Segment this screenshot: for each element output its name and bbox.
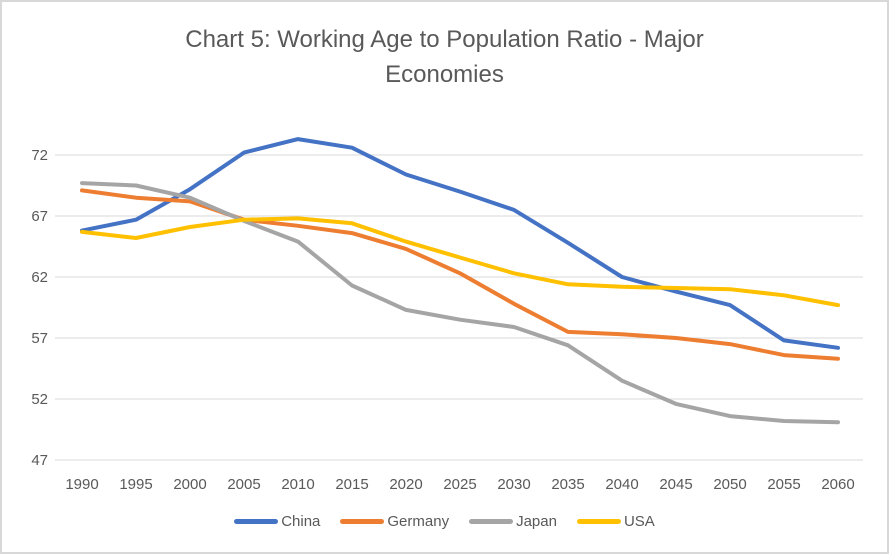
x-axis-label-2030: 2030 xyxy=(497,476,530,493)
x-axis-label-2020: 2020 xyxy=(389,476,422,493)
legend-swatch-china xyxy=(234,519,279,524)
y-axis-label-57: 57 xyxy=(31,330,48,347)
legend-item-usa: USA xyxy=(576,513,655,530)
series-line-usa xyxy=(80,216,840,308)
series-line-japan xyxy=(80,181,840,425)
x-axis-label-2055: 2055 xyxy=(767,476,800,493)
series-line-china xyxy=(80,137,840,350)
x-axis-label-1990: 1990 xyxy=(65,476,98,493)
x-axis-label-2035: 2035 xyxy=(551,476,584,493)
y-axis-label-67: 67 xyxy=(31,208,48,225)
legend-label-china: China xyxy=(281,513,321,530)
legend-label-germany: Germany xyxy=(387,513,450,530)
x-axis-label-2005: 2005 xyxy=(227,476,260,493)
x-axis-label-2000: 2000 xyxy=(173,476,206,493)
legend-swatch-japan xyxy=(469,519,514,524)
y-axis-label-62: 62 xyxy=(31,269,48,286)
x-axis-label-2025: 2025 xyxy=(443,476,476,493)
legend-swatch-usa xyxy=(576,519,621,524)
legend-label-usa: USA xyxy=(623,513,655,530)
chart-title: Chart 5: Working Age to Population Ratio… xyxy=(185,26,704,88)
legend-item-japan: Japan xyxy=(469,513,557,530)
legend-item-germany: Germany xyxy=(340,513,449,530)
legend-swatch-germany xyxy=(340,519,385,524)
x-axis-label-2015: 2015 xyxy=(335,476,368,493)
x-axis-label-2045: 2045 xyxy=(659,476,692,493)
chart-legend: China Germany Japan USA xyxy=(2,513,887,530)
y-axis-label-72: 72 xyxy=(31,147,48,164)
legend-label-japan: Japan xyxy=(516,513,557,530)
x-axis-label-2040: 2040 xyxy=(605,476,638,493)
x-axis-label-2050: 2050 xyxy=(713,476,746,493)
x-axis-label-2060: 2060 xyxy=(821,476,854,493)
legend-item-china: China xyxy=(234,513,320,530)
x-axis-label-2010: 2010 xyxy=(281,476,314,493)
x-axis-label-1995: 1995 xyxy=(119,476,152,493)
y-axis-label-52: 52 xyxy=(31,391,48,408)
y-axis-label-47: 47 xyxy=(31,452,48,469)
